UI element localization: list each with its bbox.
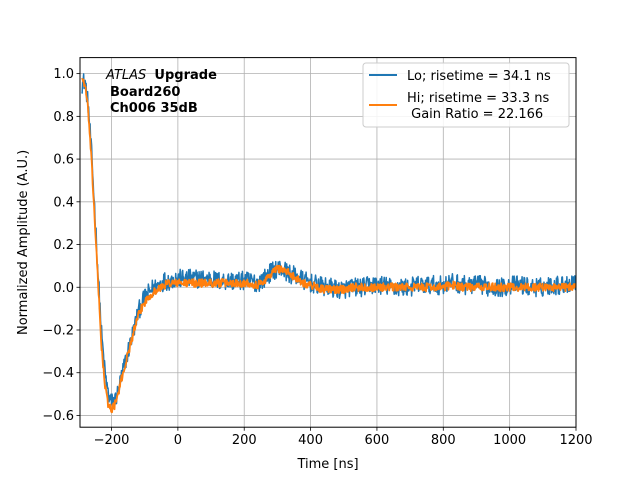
y-tick-label: 0.0 (53, 281, 74, 296)
svg-text:ATLAS Upgrade: ATLAS Upgrade (105, 68, 217, 83)
y-tick-label: −0.6 (42, 409, 74, 424)
annotation-channel: Ch006 35dB (110, 101, 198, 116)
axis-ticks: −200 0 200 400 600 800 1000 1200 −0.6 −0.4 −0.2 0.0… (42, 67, 592, 448)
y-tick-label: 0.8 (53, 110, 74, 125)
x-tick-label: 0 (174, 433, 182, 448)
annotation-board: Board260 (110, 85, 180, 100)
y-tick-label: 0.6 (53, 153, 74, 168)
x-tick-label: 1200 (559, 433, 592, 448)
y-axis-label: Normalized Amplitude (A.U.) (16, 150, 31, 335)
legend: Lo; risetime = 34.1 ns Hi; risetime = 33… (362, 62, 570, 128)
y-tick-label: 0.2 (53, 238, 74, 253)
x-tick-label: 800 (431, 433, 456, 448)
y-tick-label: 1.0 (53, 67, 74, 82)
plot-frame (79, 57, 577, 428)
series-hi-line (81, 78, 576, 414)
x-tick-label: 1000 (493, 433, 526, 448)
x-tick-label: 600 (365, 433, 390, 448)
y-tick-label: 0.4 (53, 195, 74, 210)
x-axis-label: Time [ns] (296, 457, 358, 472)
legend-label-lo: Lo; risetime = 34.1 ns (407, 69, 551, 84)
legend-label-hi-2: Gain Ratio = 22.166 (407, 107, 543, 122)
annotation: ATLAS Upgrade Board260 Ch006 35dB (105, 68, 217, 116)
legend-label-hi-1: Hi; risetime = 33.3 ns (407, 91, 549, 106)
legend-box (362, 62, 570, 128)
series-layer (81, 73, 576, 414)
x-tick-label: 400 (298, 433, 323, 448)
annotation-atlas: ATLAS (105, 68, 146, 83)
y-tick-label: −0.2 (42, 323, 74, 338)
annotation-upgrade: Upgrade (154, 68, 217, 83)
y-tick-label: −0.4 (42, 366, 74, 381)
x-tick-label: 200 (232, 433, 257, 448)
x-tick-label: −200 (94, 433, 130, 448)
